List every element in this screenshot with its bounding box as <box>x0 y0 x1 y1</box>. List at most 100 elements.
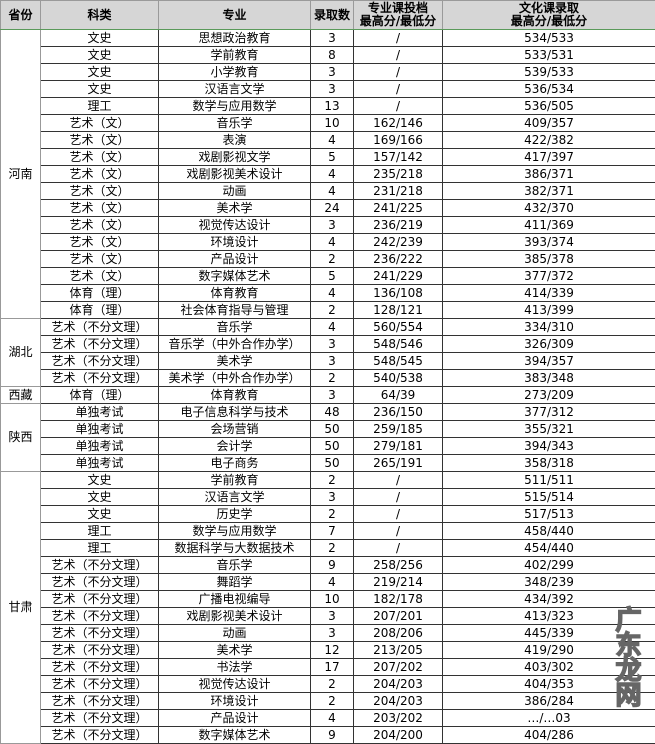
major-cell: 音乐学 <box>159 115 311 132</box>
category-cell: 体育（理） <box>41 387 159 404</box>
admitted-count-cell: 4 <box>311 234 354 251</box>
category-cell: 单独考试 <box>41 421 159 438</box>
major-cell: 思想政治教育 <box>159 30 311 47</box>
category-cell: 文史 <box>41 30 159 47</box>
major-score-cell: 207/201 <box>354 608 443 625</box>
culture-score-cell: 403/302 <box>443 659 655 676</box>
category-cell: 艺术（文） <box>41 268 159 285</box>
category-cell: 艺术（不分文理） <box>41 676 159 693</box>
major-score-cell: 242/239 <box>354 234 443 251</box>
major-score-cell: 258/256 <box>354 557 443 574</box>
major-cell: 视觉传达设计 <box>159 217 311 234</box>
admitted-count-cell: 4 <box>311 183 354 200</box>
category-cell: 艺术（不分文理） <box>41 693 159 710</box>
admitted-count-cell: 17 <box>311 659 354 676</box>
admitted-count-cell: 7 <box>311 523 354 540</box>
major-cell: 数学与应用数学 <box>159 523 311 540</box>
category-cell: 艺术（不分文理） <box>41 608 159 625</box>
category-cell: 艺术（不分文理） <box>41 370 159 387</box>
major-score-cell: 204/203 <box>354 676 443 693</box>
province-cell: 河南 <box>1 30 41 319</box>
culture-score-cell: 413/323 <box>443 608 655 625</box>
culture-score-cell: 434/392 <box>443 591 655 608</box>
culture-score-cell: 422/382 <box>443 132 655 149</box>
major-cell: 音乐学（中外合作办学） <box>159 336 311 353</box>
admitted-count-cell: 48 <box>311 404 354 421</box>
category-cell: 艺术（不分文理） <box>41 591 159 608</box>
major-cell: 数字媒体艺术 <box>159 268 311 285</box>
major-cell: 数字媒体艺术 <box>159 727 311 744</box>
major-cell: 戏剧影视文学 <box>159 149 311 166</box>
major-score-cell: 236/219 <box>354 217 443 234</box>
major-score-cell: 548/546 <box>354 336 443 353</box>
admitted-count-cell: 4 <box>311 319 354 336</box>
admitted-count-cell: 2 <box>311 251 354 268</box>
admitted-count-cell: 4 <box>311 574 354 591</box>
admitted-count-cell: 3 <box>311 608 354 625</box>
admitted-count-cell: 2 <box>311 506 354 523</box>
header-major-score: 专业课投档 最高分/最低分 <box>354 1 443 30</box>
major-cell: 美术学 <box>159 642 311 659</box>
admitted-count-cell: 50 <box>311 438 354 455</box>
province-cell: 陕西 <box>1 404 41 472</box>
major-score-cell: 279/181 <box>354 438 443 455</box>
major-score-cell: / <box>354 540 443 557</box>
major-score-cell: 265/191 <box>354 455 443 472</box>
category-cell: 艺术（不分文理） <box>41 574 159 591</box>
culture-score-cell: 419/290 <box>443 642 655 659</box>
major-cell: 小学教育 <box>159 64 311 81</box>
culture-score-cell: 386/284 <box>443 693 655 710</box>
category-cell: 艺术（文） <box>41 183 159 200</box>
culture-score-cell: 454/440 <box>443 540 655 557</box>
admitted-count-cell: 10 <box>311 115 354 132</box>
culture-score-cell: 402/299 <box>443 557 655 574</box>
major-score-cell: / <box>354 489 443 506</box>
category-cell: 艺术（不分文理） <box>41 319 159 336</box>
major-score-cell: 204/203 <box>354 693 443 710</box>
category-cell: 艺术（文） <box>41 200 159 217</box>
major-cell: 数据科学与大数据技术 <box>159 540 311 557</box>
major-score-cell: / <box>354 47 443 64</box>
admitted-count-cell: 50 <box>311 455 354 472</box>
major-score-cell: 213/205 <box>354 642 443 659</box>
header-category: 科类 <box>41 1 159 30</box>
major-cell: 美术学 <box>159 200 311 217</box>
category-cell: 文史 <box>41 81 159 98</box>
category-cell: 文史 <box>41 506 159 523</box>
culture-score-cell: 348/239 <box>443 574 655 591</box>
culture-score-cell: 534/533 <box>443 30 655 47</box>
major-cell: 舞蹈学 <box>159 574 311 591</box>
major-score-cell: / <box>354 472 443 489</box>
category-cell: 理工 <box>41 98 159 115</box>
culture-score-cell: 326/309 <box>443 336 655 353</box>
category-cell: 体育（理） <box>41 302 159 319</box>
major-score-cell: 236/150 <box>354 404 443 421</box>
admitted-count-cell: 5 <box>311 149 354 166</box>
category-cell: 艺术（不分文理） <box>41 727 159 744</box>
major-score-cell: / <box>354 30 443 47</box>
admitted-count-cell: 4 <box>311 166 354 183</box>
culture-score-cell: 414/339 <box>443 285 655 302</box>
admitted-count-cell: 4 <box>311 285 354 302</box>
admitted-count-cell: 9 <box>311 727 354 744</box>
category-cell: 艺术（不分文理） <box>41 659 159 676</box>
major-cell: 环境设计 <box>159 693 311 710</box>
major-cell: 环境设计 <box>159 234 311 251</box>
